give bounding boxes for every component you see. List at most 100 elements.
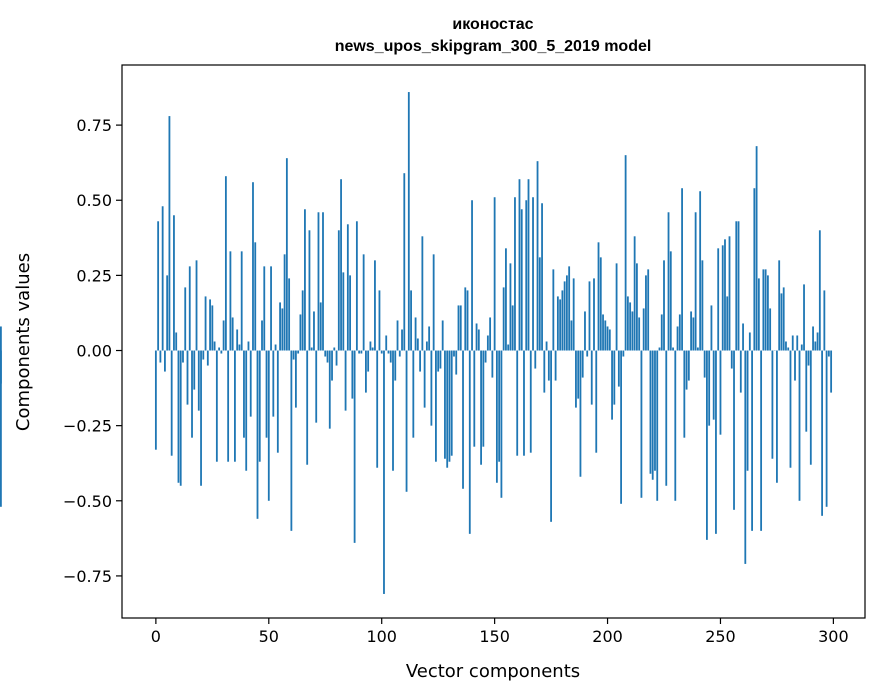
bar-100 [380,350,383,354]
bar-66 [304,209,306,351]
bar-262 [746,350,749,471]
bar-1 [157,221,160,351]
bar-277 [780,293,783,351]
bar-165 [527,179,530,351]
bar-233 [681,188,683,351]
bar-273 [771,350,774,459]
bar-97 [374,260,376,351]
bar-64 [299,314,302,351]
bar-150 [493,197,496,351]
bar-271 [766,275,769,351]
bar-292 [814,341,817,351]
bar-182 [565,275,568,351]
bar-73 [319,302,322,351]
bar-279 [785,341,787,351]
bar-87 [351,350,354,399]
bar-48 [263,266,266,351]
bar-251 [721,245,724,351]
bar-119 [423,350,426,408]
bar-138 [466,290,469,351]
bar-184 [570,320,573,351]
bar-104 [389,350,392,363]
bar-235 [685,350,688,390]
bar-149 [491,350,494,378]
bar-218 [647,269,650,351]
bar-70 [313,311,315,351]
bar-270 [764,269,767,351]
bar-220 [651,350,654,480]
bar-27 [215,350,218,462]
bar-60 [290,350,293,531]
bar-82 [340,179,342,351]
bar-131 [450,350,453,456]
bar-181 [563,281,566,351]
bar-158 [511,305,514,351]
bar-295 [821,350,823,516]
bar-200 [606,326,609,351]
bar-143 [477,329,480,351]
bar-272 [769,308,772,351]
bar-239 [694,212,697,351]
bar-261 [744,350,747,564]
bar-187 [577,350,580,399]
bar-123 [432,254,435,351]
bar-237 [690,311,693,351]
bar-299 [830,350,833,393]
bar-276 [778,260,781,351]
bar-49 [265,350,268,438]
bar-254 [728,236,731,351]
bars [0,92,833,594]
bar-176 [552,269,555,351]
bar-53 [274,344,277,351]
bar-214 [638,317,641,351]
bar-170 [538,257,541,351]
bar-278 [782,287,785,351]
bar-191 [586,350,589,357]
bar-179 [559,299,562,351]
bar-134 [457,305,460,351]
x-tick-label: 50 [259,627,279,646]
bar-93 [365,350,367,393]
bar-142 [475,323,478,351]
y-tick-label: 0.00 [76,342,112,361]
bar-124 [435,350,437,462]
bar-115 [414,317,417,351]
bar-202 [611,350,613,420]
bar-156 [507,344,510,351]
bar-28 [218,347,221,351]
bar-46 [258,350,261,462]
bar-266 [755,146,758,351]
bar-159 [514,197,516,351]
bar-236 [687,350,690,381]
bar-212 [633,236,636,351]
bar-98 [376,350,379,468]
bar-51 [270,266,272,351]
bar-88 [353,350,356,543]
bar-20 [200,350,202,486]
bar-175 [550,350,552,522]
bar-141 [473,350,476,447]
bar-24 [209,299,211,351]
bar-293 [816,332,819,351]
bar-116 [416,338,419,351]
bar-35 [234,350,236,462]
bar-10 [177,350,180,483]
bar-99 [378,290,381,351]
bar-221 [654,350,656,471]
bar-161 [518,179,521,351]
bar-90 [358,350,361,354]
bar-183 [568,266,571,351]
bar-75 [324,350,327,357]
bar-122 [430,350,433,426]
bar-105 [392,350,394,471]
bar-169 [536,161,539,351]
bar-211 [631,311,634,351]
bar-109 [401,329,403,351]
x-tick-label: 200 [592,627,623,646]
bar-52 [272,350,275,417]
bar-151 [495,350,498,483]
bar-132 [453,350,455,357]
bar-171 [541,203,543,351]
bar-206 [620,350,622,504]
bar-7 [170,350,173,456]
